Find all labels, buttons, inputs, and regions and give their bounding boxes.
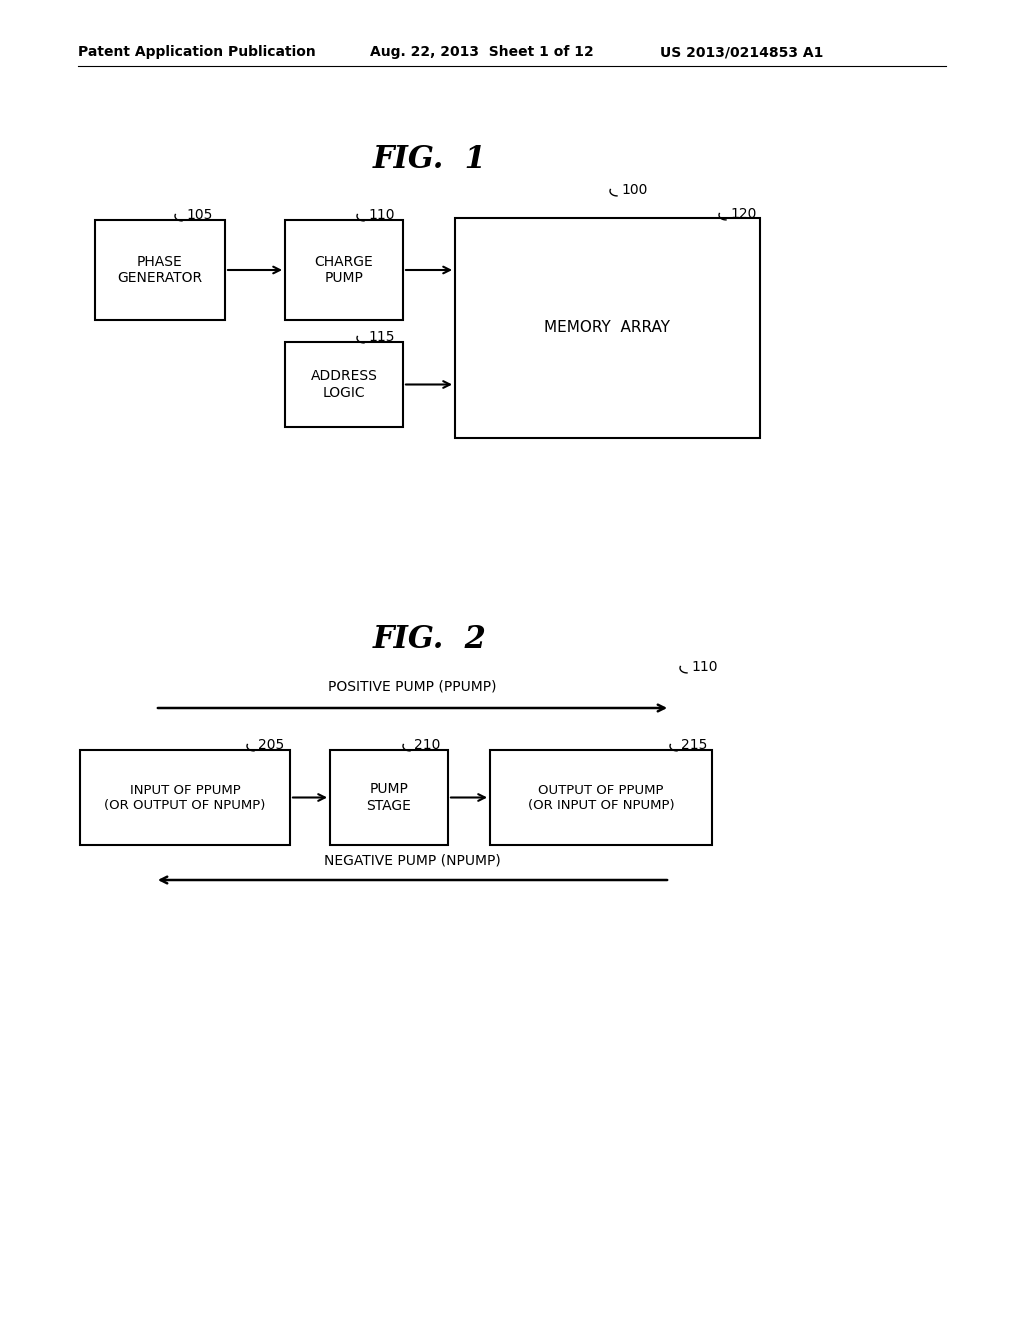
- Bar: [490, 750, 712, 845]
- Text: NEGATIVE PUMP (NPUMP): NEGATIVE PUMP (NPUMP): [324, 854, 501, 869]
- Text: PHASE
GENERATOR: PHASE GENERATOR: [118, 255, 203, 285]
- Text: FIG.  2: FIG. 2: [373, 624, 487, 656]
- Text: 120: 120: [730, 207, 757, 220]
- Text: 215: 215: [681, 738, 708, 752]
- Text: Patent Application Publication: Patent Application Publication: [78, 45, 315, 59]
- Text: FIG.  1: FIG. 1: [373, 144, 487, 176]
- Text: 100: 100: [621, 183, 647, 197]
- Bar: [330, 750, 449, 845]
- Text: CHARGE
PUMP: CHARGE PUMP: [314, 255, 374, 285]
- Text: 110: 110: [691, 660, 718, 675]
- Text: POSITIVE PUMP (PPUMP): POSITIVE PUMP (PPUMP): [328, 678, 497, 693]
- Bar: [95, 220, 225, 319]
- Text: INPUT OF PPUMP
(OR OUTPUT OF NPUMP): INPUT OF PPUMP (OR OUTPUT OF NPUMP): [104, 784, 265, 812]
- Text: 210: 210: [414, 738, 440, 752]
- Text: 205: 205: [258, 738, 285, 752]
- Text: ADDRESS
LOGIC: ADDRESS LOGIC: [310, 370, 378, 400]
- Text: 110: 110: [368, 209, 394, 222]
- Bar: [80, 750, 290, 845]
- Bar: [285, 220, 403, 319]
- Text: PUMP
STAGE: PUMP STAGE: [367, 783, 412, 813]
- Text: 105: 105: [186, 209, 212, 222]
- Bar: [285, 342, 403, 426]
- Text: Aug. 22, 2013  Sheet 1 of 12: Aug. 22, 2013 Sheet 1 of 12: [370, 45, 594, 59]
- Text: MEMORY  ARRAY: MEMORY ARRAY: [545, 321, 671, 335]
- Text: US 2013/0214853 A1: US 2013/0214853 A1: [660, 45, 823, 59]
- Bar: [455, 218, 760, 438]
- Text: OUTPUT OF PPUMP
(OR INPUT OF NPUMP): OUTPUT OF PPUMP (OR INPUT OF NPUMP): [527, 784, 675, 812]
- Text: 115: 115: [368, 330, 394, 345]
